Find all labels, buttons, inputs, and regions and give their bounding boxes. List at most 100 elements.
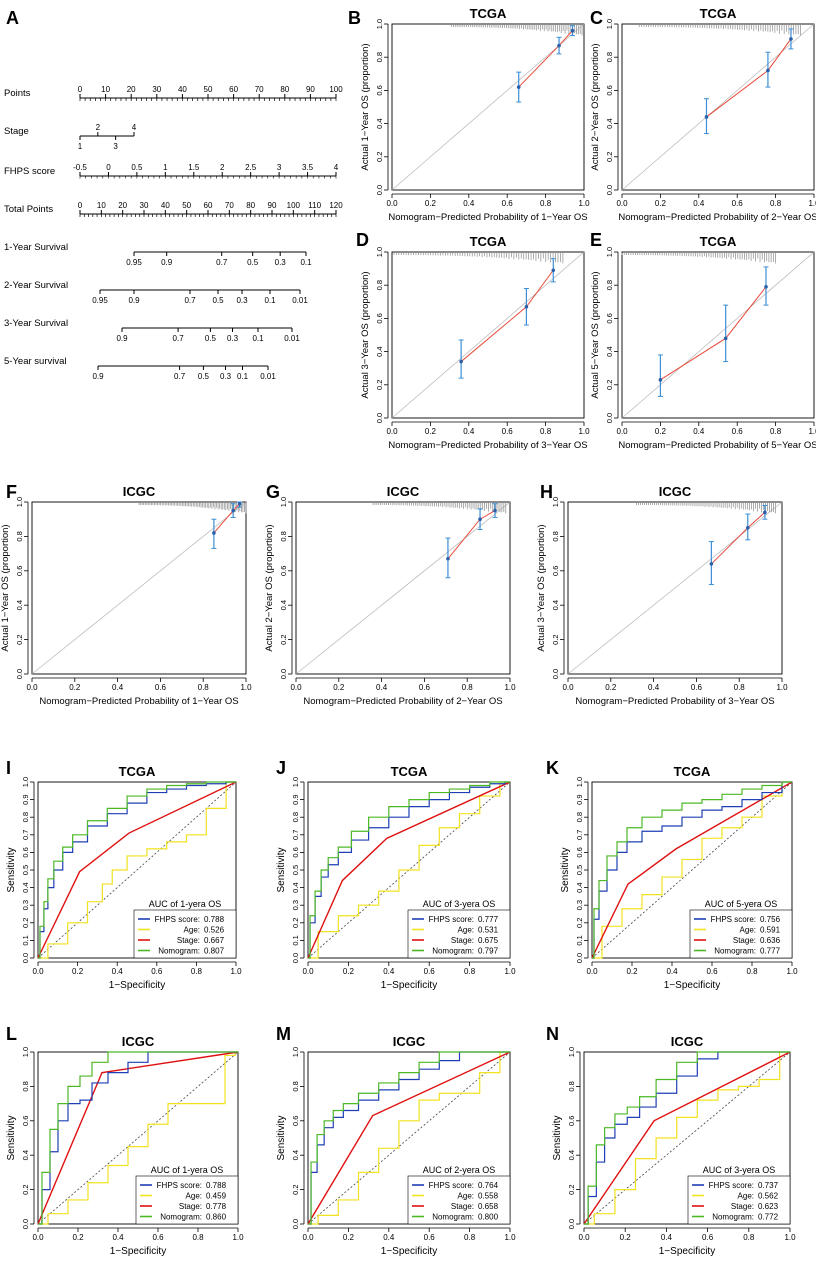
x-tick-label: 0.6 xyxy=(732,427,744,436)
legend-series-name: Stage: xyxy=(177,936,200,945)
x-tick-label: 0.8 xyxy=(191,967,203,976)
y-tick-label: 1.0 xyxy=(21,777,30,787)
y-tick-label: 0.8 xyxy=(375,52,384,62)
x-tick-label: 0.0 xyxy=(616,427,628,436)
x-tick-label: 0.8 xyxy=(192,1233,204,1242)
nomogram-tick-label: 0.7 xyxy=(173,334,185,343)
y-tick-label: 0.4 xyxy=(605,346,614,356)
nomogram-row: Stage 1 2 3 4 xyxy=(4,123,137,151)
legend-auc-value: 0.562 xyxy=(758,1192,779,1201)
chart-title: ICGC xyxy=(671,1034,704,1049)
roc-curve-stage xyxy=(37,781,237,959)
legend-title: AUC of 2-yera OS xyxy=(423,1165,496,1175)
legend-series-name: Stage: xyxy=(733,936,756,945)
y-tick-label: 0.5 xyxy=(291,865,300,875)
y-tick-label: 0.2 xyxy=(15,634,24,644)
nomogram-tick-label: 80 xyxy=(246,201,255,210)
nomogram-tick-label: 40 xyxy=(178,85,187,94)
roc-curve-stage xyxy=(591,781,793,959)
legend-auc-value: 0.459 xyxy=(206,1192,227,1201)
legend-series-name: Nomogram: xyxy=(432,1213,474,1222)
chart-panel-j: J TCGA 1−Specificity Sensitivity 0.0 0.2 0.4 0.… xyxy=(276,758,516,991)
calibration-point xyxy=(478,517,482,521)
y-tick-label: 0.8 xyxy=(15,531,24,541)
roc-curve-stage xyxy=(37,1051,239,1225)
nomogram-row: Points 0 10 20 30 40 50 60 70 80 90 100 xyxy=(4,85,343,101)
calibration-point xyxy=(516,85,521,89)
nomogram-tick-label: 0.7 xyxy=(184,296,196,305)
chart-title: TCGA xyxy=(470,234,507,249)
legend-title: AUC of 1-yera OS xyxy=(151,1165,224,1175)
y-tick-label: 0.0 xyxy=(575,953,584,963)
y-tick-label: 1.0 xyxy=(575,777,584,787)
nomogram-tick-label: 0.95 xyxy=(126,258,142,267)
nomogram-row: 2-Year Survival 0.95 0.9 0.7 0.5 0.3 0.1 0.01 xyxy=(4,280,308,305)
calibration-point xyxy=(723,336,728,341)
y-axis-label: Sensitivity xyxy=(6,1115,17,1160)
y-tick-label: 1.0 xyxy=(279,497,288,507)
nomogram-tick-label: 0.9 xyxy=(161,258,173,267)
nomogram-tick-label: 0.9 xyxy=(92,372,104,381)
roc-curve-age xyxy=(308,1051,510,1225)
x-tick-label: 0.0 xyxy=(302,1233,314,1242)
legend-series-name: Age: xyxy=(458,1192,474,1201)
nomogram-tick-label: 110 xyxy=(308,201,321,210)
y-axis-label: Actual 5−Year OS (proportion) xyxy=(590,271,601,398)
y-axis-label: Actual 1−Year OS (proportion) xyxy=(360,43,371,170)
chart-panel-d: D TCGA Nomogram−Predicted Probability of 3… xyxy=(356,230,590,451)
nomogram-tick-label: 0 xyxy=(78,201,83,210)
x-tick-label: 0.0 xyxy=(616,199,628,208)
x-tick-label: 0.2 xyxy=(425,199,437,208)
y-tick-label: 0.6 xyxy=(15,566,24,576)
panel-letter: A xyxy=(6,8,19,28)
roc-curve-nomogram xyxy=(308,1051,510,1225)
x-tick-label: 0.2 xyxy=(655,427,667,436)
calibration-line xyxy=(711,511,766,565)
x-axis-label: Nomogram−Predicted Probability of 5−Year… xyxy=(618,440,816,451)
legend-auc-value: 0.797 xyxy=(478,947,499,956)
legend-auc-value: 0.558 xyxy=(478,1192,499,1201)
nomogram-tick-label: 30 xyxy=(140,201,149,210)
nomogram-tick-label: -0.5 xyxy=(73,163,87,172)
x-tick-label: 1.0 xyxy=(786,967,798,976)
nomogram-tick-label: 0.5 xyxy=(247,258,259,267)
y-tick-label: 0.2 xyxy=(375,380,384,390)
nomogram-tick-label: 3 xyxy=(113,142,118,151)
panel-letter: F xyxy=(6,482,17,502)
y-tick-label: 0.8 xyxy=(21,1081,30,1091)
y-tick-label: 0.6 xyxy=(21,847,30,857)
y-tick-label: 0.0 xyxy=(567,1219,576,1229)
nomogram-tick-label: 4 xyxy=(132,123,137,132)
nomogram-row: 3-Year Survival 0.9 0.7 0.5 0.3 0.1 0.01 xyxy=(4,318,300,343)
y-tick-label: 0.1 xyxy=(21,935,30,945)
roc-curve-age xyxy=(308,781,510,959)
x-tick-label: 0.6 xyxy=(424,1233,436,1242)
x-tick-label: 1.0 xyxy=(578,427,590,436)
reference-diagonal xyxy=(37,781,237,959)
y-axis-label: Actual 3−Year OS (proportion) xyxy=(536,524,547,651)
chart-title: ICGC xyxy=(122,1034,155,1049)
legend-box xyxy=(689,909,793,959)
y-tick-label: 0.8 xyxy=(605,280,614,290)
x-tick-label: 0.8 xyxy=(746,967,758,976)
nomogram-tick-label: 90 xyxy=(268,201,277,210)
y-tick-label: 0.6 xyxy=(279,566,288,576)
panel-letter: M xyxy=(276,1024,291,1044)
legend-title: AUC of 5-yera OS xyxy=(705,899,778,909)
y-tick-label: 0.2 xyxy=(375,152,384,162)
chart-title: ICGC xyxy=(659,484,692,499)
y-tick-label: 1.0 xyxy=(291,1047,300,1057)
legend-auc-value: 0.675 xyxy=(478,936,499,945)
y-tick-label: 0.5 xyxy=(575,865,584,875)
calibration-line xyxy=(660,286,767,381)
plot-frame xyxy=(621,23,815,191)
y-tick-label: 0.4 xyxy=(291,1150,300,1160)
roc-curve-stage xyxy=(583,1051,791,1225)
chart-title: ICGC xyxy=(393,1034,426,1049)
x-tick-label: 0.4 xyxy=(693,427,705,436)
x-axis-label: 1−Specificity xyxy=(659,1246,715,1257)
calibration-point xyxy=(570,28,575,33)
x-tick-label: 0.2 xyxy=(343,967,355,976)
legend-auc-value: 0.860 xyxy=(206,1213,227,1222)
